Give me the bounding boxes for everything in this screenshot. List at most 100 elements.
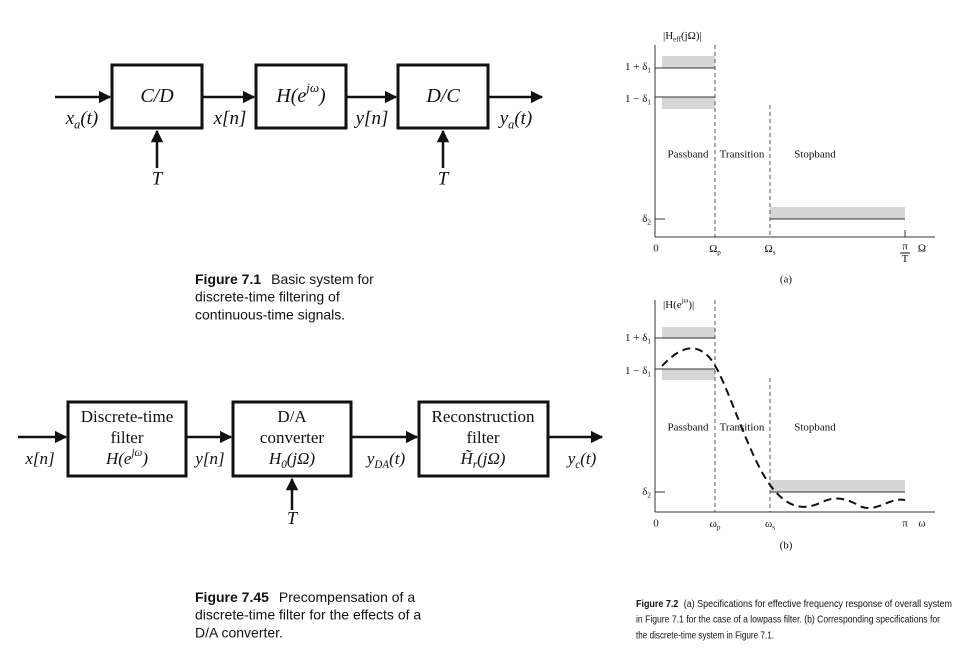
block-label: D/C	[425, 85, 460, 107]
block-label: H̃r(jΩ)	[460, 449, 506, 471]
block	[110, 63, 204, 130]
label-part: 1 + δ	[625, 61, 647, 73]
caption-line: Figure 7.2 (a) Specifications for effecti…	[636, 599, 952, 610]
label-part: )	[141, 449, 148, 468]
block-label: Reconstruction	[432, 407, 535, 426]
signal-label: xa(t)	[65, 108, 99, 131]
block	[417, 400, 550, 478]
label-part: x[n]	[213, 108, 247, 129]
label-part: |H	[663, 30, 673, 42]
x-tick-label: Ωp	[709, 243, 721, 256]
block	[396, 63, 490, 130]
region-label: Passband	[668, 149, 709, 161]
label-part: ω	[765, 518, 772, 530]
signal-label: ya(t)	[498, 108, 533, 131]
label-part: )	[318, 85, 326, 107]
region-label: Stopband	[794, 422, 836, 434]
x-tick-label: T	[902, 253, 909, 265]
panel-label: (a)	[780, 274, 793, 286]
block-label: filter	[110, 428, 143, 447]
label-part: 2	[647, 218, 651, 226]
label-part: D/C	[425, 85, 460, 107]
label-part: c	[575, 459, 580, 471]
block	[254, 63, 348, 130]
caption-line: continuous-time signals.	[195, 307, 345, 323]
tolerance-band	[662, 97, 715, 109]
label-part: 1	[647, 370, 651, 378]
axis-title: |H(ejω)|	[663, 296, 694, 310]
block	[66, 400, 188, 478]
fig-7-1-diagram	[55, 63, 544, 168]
label-part: y	[498, 108, 509, 129]
label-part: eff	[673, 35, 681, 43]
caption-line: discrete-time filter for the effects of …	[195, 607, 421, 623]
label-part: a	[508, 118, 514, 132]
block	[231, 400, 353, 478]
level-label: δ2	[642, 213, 651, 226]
caption-line: discrete-time filtering of	[195, 289, 340, 305]
caption-label: Figure 7.2	[636, 599, 679, 610]
region-label: Transition	[720, 149, 765, 161]
block-label: D/A	[277, 407, 307, 426]
panel-label: (b)	[780, 540, 793, 552]
caption-line: the discrete-time system in Figure 7.1.	[636, 631, 774, 642]
level-label: δ2	[642, 486, 651, 499]
signal-label: yDA(t)	[365, 449, 406, 471]
label-part: DA	[373, 459, 389, 471]
axis-title: |Heff(jΩ)|	[663, 30, 702, 43]
label-part: jω	[304, 80, 319, 95]
x-tick-label: ωs	[765, 518, 775, 531]
block-label: filter	[466, 428, 499, 447]
x-tick-label: 0	[653, 518, 659, 530]
caption-label: Figure 7.45	[195, 589, 269, 605]
fig-7-2a-plot	[654, 45, 935, 238]
region-label: Stopband	[794, 149, 836, 161]
label-part: s	[773, 248, 776, 256]
label-part: (jΩ)	[287, 449, 316, 468]
block-label: C/D	[140, 85, 174, 107]
label-part: |H(e	[663, 299, 682, 311]
label-part: x	[65, 108, 75, 129]
label-part: 1 + δ	[625, 332, 647, 344]
label-part: H̃	[460, 449, 475, 468]
block-label: H(ejω)	[275, 80, 326, 107]
sampling-label: T	[287, 508, 299, 528]
sampling-label: T	[438, 168, 450, 189]
signal-label: y[n]	[193, 449, 224, 468]
x-tick-label: π	[902, 518, 908, 530]
level-label: 1 − δ1	[625, 93, 651, 106]
caption-text: Precompensation of a	[279, 589, 415, 605]
signal-label: y[n]	[354, 108, 389, 129]
label-part: (t)	[389, 449, 405, 468]
block-label: converter	[260, 428, 325, 447]
label-part: s	[772, 523, 775, 531]
level-label: 1 + δ1	[625, 332, 651, 345]
label-part: (t)	[80, 108, 98, 129]
label-part: δ	[642, 486, 647, 498]
label-part: y	[365, 449, 375, 468]
label-part: 0	[281, 459, 287, 471]
label-part: y	[566, 449, 576, 468]
label-part: r	[473, 459, 478, 471]
label-part: (jΩ)|	[681, 30, 702, 42]
level-label: 1 − δ1	[625, 365, 651, 378]
block-label: Discrete-time	[81, 407, 174, 426]
label-part: δ	[642, 213, 647, 225]
label-part: 1 − δ	[625, 93, 647, 105]
tolerance-band	[770, 207, 905, 219]
label-part: )|	[688, 299, 694, 311]
signal-label: x[n]	[24, 449, 54, 468]
caption-label: Figure 7.1	[195, 271, 261, 287]
label-part: C/D	[140, 85, 174, 107]
block-label: H0(jΩ)	[268, 449, 315, 471]
caption-line: Figure 7.45 Precompensation of a	[195, 589, 415, 605]
fig-7-2b-plot	[654, 300, 935, 513]
label-part: p	[717, 523, 721, 531]
label-part: H(e	[105, 449, 132, 468]
block-label: H(ejω)	[105, 447, 148, 468]
label-part: H	[268, 449, 283, 468]
label-part: jω	[681, 296, 689, 304]
region-label: Transition	[720, 422, 765, 434]
